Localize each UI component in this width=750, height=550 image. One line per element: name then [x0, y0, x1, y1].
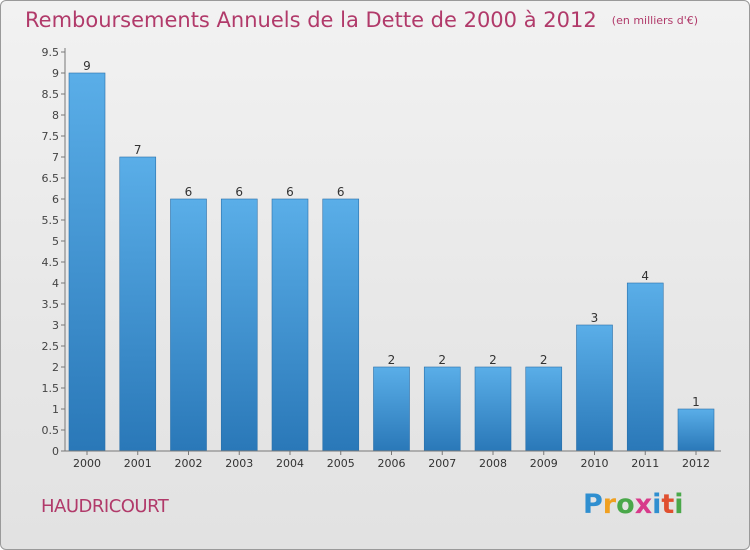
logo-letter: r: [602, 489, 617, 520]
y-tick-label: 2: [52, 361, 59, 374]
y-tick-label: 7.5: [42, 130, 60, 143]
bar: [626, 282, 664, 452]
logo-letter: t: [661, 489, 675, 520]
bar: [322, 198, 360, 452]
data-label: 6: [235, 185, 243, 199]
x-tick-label: 2005: [327, 457, 355, 470]
logo-letter: x: [634, 489, 653, 520]
data-label: 9: [83, 59, 91, 73]
bar: [677, 408, 715, 452]
data-label: 2: [540, 353, 548, 367]
y-tick-label: 8.5: [42, 88, 60, 101]
bar: [220, 198, 258, 452]
data-label: 2: [489, 353, 497, 367]
logo-letter: P: [583, 489, 603, 520]
y-tick-label: 3.5: [42, 298, 60, 311]
bar: [576, 324, 613, 452]
x-tick-label: 2009: [530, 457, 558, 470]
bar: [68, 72, 106, 452]
y-tick-label: 5: [52, 235, 59, 248]
bar: [525, 366, 563, 452]
y-tick-label: 6.5: [42, 172, 60, 185]
chart-title: Remboursements Annuels de la Dette de 20…: [25, 8, 597, 32]
y-tick-label: 4.5: [42, 256, 60, 269]
bar: [474, 366, 512, 452]
data-label: 2: [388, 353, 396, 367]
chart-subtitle: (en milliers d'€): [611, 14, 699, 27]
y-tick-label: 0.5: [42, 424, 60, 437]
x-tick-label: 2012: [682, 457, 710, 470]
y-tick-label: 6: [52, 193, 59, 206]
y-tick-label: 5.5: [42, 214, 60, 227]
y-tick-label: 9: [52, 67, 59, 80]
x-tick-label: 2003: [225, 457, 253, 470]
bar: [170, 198, 207, 452]
bars: 9 7 6 6 6 6 2 2 2 2 3 4 1: [68, 59, 715, 452]
y-axis: 0 0.5 1 1.5 2 2.5 3 3.5 4 4.5 5 5.5 6 6.5 7 7.5 8 8.5 9 9.5: [42, 46, 66, 458]
y-tick-label: 0: [52, 445, 59, 458]
y-tick-label: 4: [52, 277, 59, 290]
data-label: 6: [337, 185, 345, 199]
data-label: 7: [134, 143, 142, 157]
y-tick-label: 1.5: [42, 382, 60, 395]
y-tick-label: 9.5: [42, 46, 60, 59]
x-tick-label: 2006: [378, 457, 406, 470]
data-label: 3: [591, 311, 599, 325]
x-tick-label: 2008: [479, 457, 507, 470]
x-tick-label: 2004: [276, 457, 304, 470]
y-tick-label: 3: [52, 319, 59, 332]
x-tick-label: 2007: [428, 457, 456, 470]
x-tick-label: 2000: [73, 457, 101, 470]
logo-letter: i: [652, 489, 662, 520]
data-label: 4: [641, 269, 649, 283]
bar: [423, 366, 461, 452]
logo-letter: i: [674, 489, 684, 520]
x-axis: 2000 2001 2002 2003 2004 2005 2006 2007 2008 2009…: [65, 450, 721, 470]
y-tick-label: 2.5: [42, 340, 60, 353]
x-tick-label: 2010: [581, 457, 609, 470]
y-tick-label: 7: [52, 151, 59, 164]
proxiti-logo: Proxiti: [583, 489, 684, 520]
x-tick-label: 2002: [175, 457, 203, 470]
bar: [373, 366, 410, 452]
y-tick-label: 8: [52, 109, 59, 122]
x-tick-label: 2001: [124, 457, 152, 470]
place-name: HAUDRICOURT: [41, 496, 169, 517]
bar: [271, 198, 309, 452]
logo-letter: o: [616, 489, 635, 520]
y-tick-label: 1: [52, 403, 59, 416]
data-label: 6: [286, 185, 294, 199]
data-label: 6: [185, 185, 193, 199]
chart-title-line: Remboursements Annuels de la Dette de 20…: [25, 8, 698, 32]
bar: [119, 156, 157, 452]
data-label: 1: [692, 395, 700, 409]
data-label: 2: [438, 353, 446, 367]
x-tick-label: 2011: [631, 457, 659, 470]
